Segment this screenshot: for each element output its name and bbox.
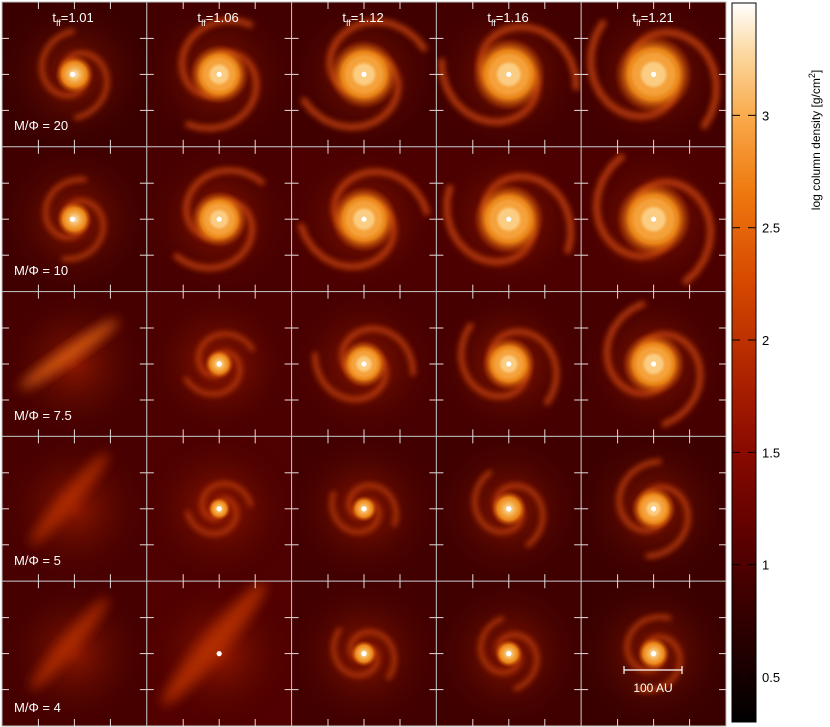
column-title: tff=1.21 [632,10,673,28]
row-labels: M/Φ = 20 M/Φ = 10 M/Φ = 7.5 M/Φ = 5 M/Φ … [14,118,72,715]
density-panel [291,291,437,437]
density-panel [291,435,437,582]
density-panel [146,435,293,582]
column-title: tff=1.06 [197,10,238,28]
density-panel [435,580,582,727]
density-panel [146,291,293,437]
colorbar-tick-label: 1 [762,558,769,573]
row-label: M/Φ = 10 [14,263,68,278]
row-label: M/Φ = 7.5 [14,408,72,423]
density-panel [146,1,293,148]
colorbar-tick-label: 2.5 [762,221,780,236]
density-panel [580,291,727,437]
colorbar-tick-label: 0.5 [762,670,780,685]
colorbar-tick-label: 1.5 [762,445,780,460]
density-panel [435,1,582,148]
row-label: M/Φ = 4 [14,700,61,715]
column-titles: tff=1.01 tff=1.06 tff=1.12 tff=1.16 tff=… [52,10,673,28]
colorbar-tick-label: 3 [762,108,769,123]
density-panel [1,146,148,293]
scale-bar: 100 AU [623,666,683,695]
density-panel [291,1,437,148]
density-panel [435,291,582,437]
row-label: M/Φ = 5 [14,553,61,568]
density-panel [580,435,727,582]
density-panel [291,146,437,293]
panel-grid [1,1,727,727]
density-panel [580,1,727,148]
colorbar-ticks: 3 2.5 2 1.5 1 0.5 [732,108,780,685]
column-title: tff=1.16 [487,10,528,28]
density-panel [1,580,148,727]
colorbar-tick-label: 2 [762,333,769,348]
density-panel [435,146,582,293]
column-title: tff=1.12 [342,10,383,28]
colorbar-title: log column density [g/cm2] [807,70,823,210]
density-panel [580,146,727,293]
column-title: tff=1.01 [52,10,93,28]
density-panel [580,580,727,727]
colorbar-gradient [731,2,757,723]
density-panel [435,435,582,582]
density-panel [146,146,293,293]
density-panel [291,580,437,727]
density-panel [146,580,293,727]
scale-bar-label: 100 AU [633,681,672,695]
colorbar: 3 2.5 2 1.5 1 0.5 log column density [g/cm2] [731,2,823,723]
density-panel [1,291,148,437]
density-panel [1,435,148,582]
row-label: M/Φ = 20 [14,118,68,133]
